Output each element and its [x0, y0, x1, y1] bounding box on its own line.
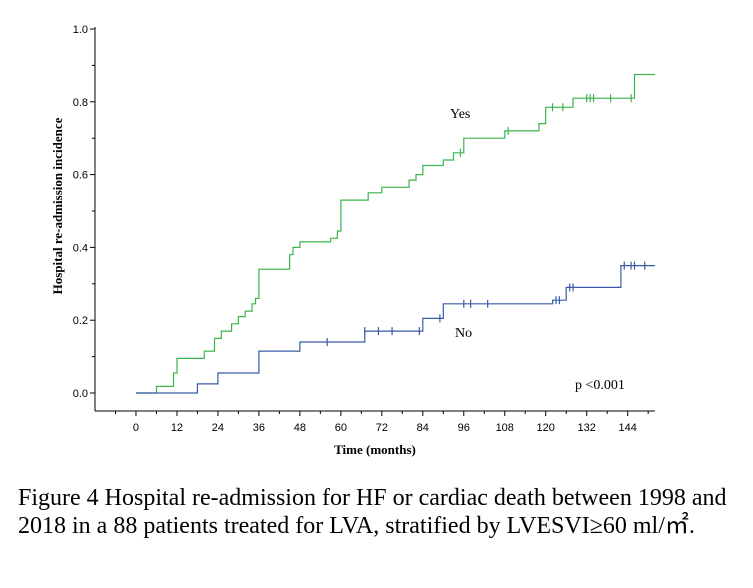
x-tick-label: 36: [253, 422, 265, 434]
y-axis-label: Hospital re-admission incidence: [50, 117, 65, 294]
y-tick-label: 1.0: [73, 24, 88, 36]
series-label-no: No: [455, 326, 472, 341]
x-tick-label: 24: [212, 422, 224, 434]
series-line-yes: [136, 73, 655, 394]
p-value-annotation: p <0.001: [575, 378, 625, 393]
series-layer: [136, 73, 655, 394]
x-tick-label: 108: [496, 422, 514, 434]
x-tick-label: 120: [537, 422, 555, 434]
x-tick-label: 12: [171, 422, 183, 434]
x-tick-label: 96: [458, 422, 470, 434]
figure-caption: Figure 4 Hospital re-admission for HF or…: [18, 485, 727, 539]
km-chart: 0.0 0.2 0.4 0.6 0.8 1.0 0 12 24 36 48 60 72 84 96 108 12…: [50, 24, 655, 457]
series-label-yes: Yes: [450, 107, 470, 122]
x-tick-label: 72: [376, 422, 388, 434]
y-tick-label: 0.2: [73, 315, 88, 327]
x-tick-label: 48: [294, 422, 306, 434]
axes: 0.0 0.2 0.4 0.6 0.8 1.0 0 12 24 36 48 60 72 84 96 108 12…: [73, 24, 655, 434]
x-tick-label: 144: [619, 422, 637, 434]
x-tick-label: 84: [417, 422, 429, 434]
x-tick-label: 60: [335, 422, 347, 434]
y-tick-label: 0.8: [73, 97, 88, 109]
y-tick-label: 0.4: [73, 242, 88, 254]
x-tick-label: 0: [133, 422, 139, 434]
y-tick-label: 0.6: [73, 170, 88, 182]
y-tick-label: 0.0: [73, 388, 88, 400]
series-line-no: [136, 265, 655, 394]
x-axis-label: Time (months): [334, 442, 416, 457]
x-tick-label: 132: [578, 422, 596, 434]
